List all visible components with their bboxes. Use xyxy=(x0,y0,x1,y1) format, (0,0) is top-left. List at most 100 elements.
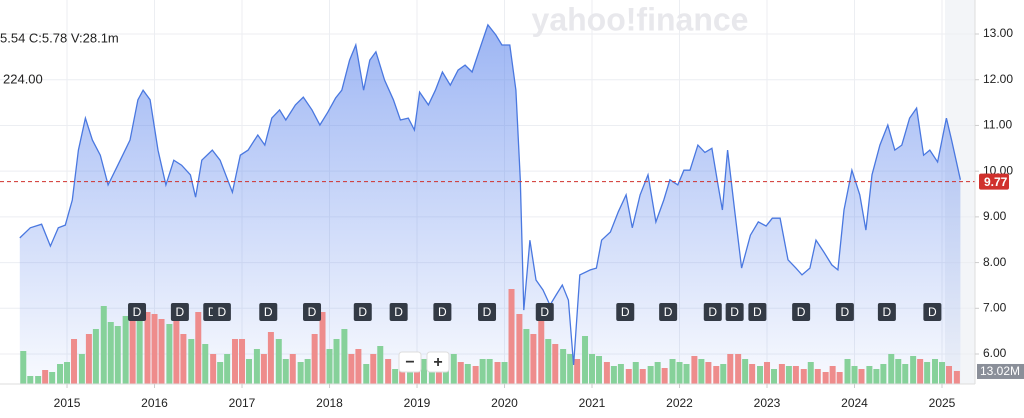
zoom-button[interactable] xyxy=(426,351,450,373)
volume-bar xyxy=(435,369,442,384)
dividend-marker[interactable] xyxy=(703,303,722,321)
volume-bar xyxy=(617,364,624,384)
volume-bar xyxy=(224,354,231,384)
volume-bar xyxy=(530,334,537,384)
volume-bar xyxy=(582,336,589,384)
y-tick-label: 6.00 xyxy=(983,346,1007,360)
volume-bar xyxy=(92,329,99,384)
volume-bar xyxy=(326,349,333,384)
dividend-marker[interactable] xyxy=(433,303,452,321)
volume-bar xyxy=(676,362,683,384)
volume-bar xyxy=(319,312,326,384)
volume-bar xyxy=(698,359,705,384)
volume-bar xyxy=(749,364,756,384)
dividend-marker[interactable] xyxy=(616,303,635,321)
volume-bar xyxy=(289,354,296,384)
volume-bar xyxy=(589,354,596,384)
volume-bar xyxy=(560,349,567,384)
x-tick-label: 2025 xyxy=(929,396,956,410)
dividend-marker[interactable] xyxy=(877,303,896,321)
ohlc-text: 5.54 C:5.78 V:28.1m xyxy=(0,30,119,45)
volume-bar xyxy=(239,339,246,384)
volume-bar xyxy=(888,354,895,384)
volume-bar xyxy=(873,369,880,384)
volume-bar xyxy=(57,364,64,384)
volume-bar xyxy=(107,322,114,384)
dividend-marker[interactable] xyxy=(128,303,147,321)
volume-bar xyxy=(188,339,195,384)
dividend-marker[interactable] xyxy=(303,303,322,321)
x-tick-label: 2022 xyxy=(666,396,693,410)
volume-bar xyxy=(829,366,836,384)
dividend-marker[interactable] xyxy=(923,303,942,321)
volume-bar xyxy=(311,334,318,384)
volume-bar xyxy=(866,366,873,384)
dividend-marker[interactable] xyxy=(259,303,278,321)
volume-bar xyxy=(85,334,92,384)
volume-bar xyxy=(508,289,515,384)
volume-bar xyxy=(785,366,792,384)
volume-bar xyxy=(442,364,449,384)
volume-bar xyxy=(173,312,180,384)
watermark: yahoo!finance xyxy=(532,1,749,37)
zoom-button[interactable] xyxy=(398,351,422,373)
volume-bar xyxy=(792,366,799,384)
volume-bar xyxy=(669,359,676,384)
dividend-label: D xyxy=(841,305,850,319)
dividend-marker[interactable] xyxy=(389,303,408,321)
volume-bar xyxy=(610,366,617,384)
volume-bar xyxy=(574,359,581,384)
dividend-marker[interactable] xyxy=(170,303,189,321)
x-tick-label: 2020 xyxy=(491,396,518,410)
volume-bar xyxy=(661,368,668,384)
volume-bar xyxy=(195,312,202,384)
volume-bar xyxy=(946,366,953,384)
volume-bar xyxy=(275,339,282,384)
volume-bar xyxy=(895,359,902,384)
y-tick-label: 8.00 xyxy=(983,255,1007,269)
y-tick-label: 13.00 xyxy=(983,26,1013,40)
dividend-marker[interactable] xyxy=(835,303,854,321)
dividend-label: D xyxy=(928,305,937,319)
volume-bar xyxy=(844,359,851,384)
volume-bar xyxy=(100,306,107,384)
volume-bar xyxy=(27,376,34,384)
dividend-label: D xyxy=(264,305,273,319)
volume-bar xyxy=(35,376,42,384)
volume-bar xyxy=(902,364,909,384)
dividend-label: D xyxy=(133,305,142,319)
dividend-marker[interactable] xyxy=(659,303,678,321)
volume-bar xyxy=(836,372,843,384)
x-tick-label: 2016 xyxy=(141,396,168,410)
volume-bar xyxy=(49,372,56,384)
dividend-marker[interactable] xyxy=(353,303,372,321)
dividend-marker[interactable] xyxy=(748,303,767,321)
dividend-marker[interactable] xyxy=(725,303,744,321)
current-volume-box xyxy=(977,363,1024,379)
dividend-marker[interactable] xyxy=(535,303,554,321)
volume-bar xyxy=(297,362,304,384)
volume-bar xyxy=(807,362,814,384)
volume-bar xyxy=(924,362,931,384)
dividend-label: D xyxy=(394,305,403,319)
volume-bar xyxy=(267,332,274,384)
volume-bar xyxy=(166,324,173,384)
volume-bar xyxy=(880,364,887,384)
dividend-label: D xyxy=(730,305,739,319)
volume-bar xyxy=(501,362,508,384)
current-price-box xyxy=(979,173,1009,190)
dividend-marker[interactable] xyxy=(478,303,497,321)
volume-bar xyxy=(705,362,712,384)
dividend-label: D xyxy=(176,305,185,319)
volume-bar xyxy=(78,354,85,384)
volume-bar xyxy=(363,364,370,384)
dividend-marker[interactable] xyxy=(792,303,811,321)
volume-bar xyxy=(625,369,632,384)
volume-bar xyxy=(370,354,377,384)
volume-bar xyxy=(464,364,471,384)
volume-bar xyxy=(122,316,129,384)
dividend-marker[interactable] xyxy=(212,303,231,321)
dividend-label: D xyxy=(208,305,217,319)
dividend-label: D xyxy=(218,305,227,319)
